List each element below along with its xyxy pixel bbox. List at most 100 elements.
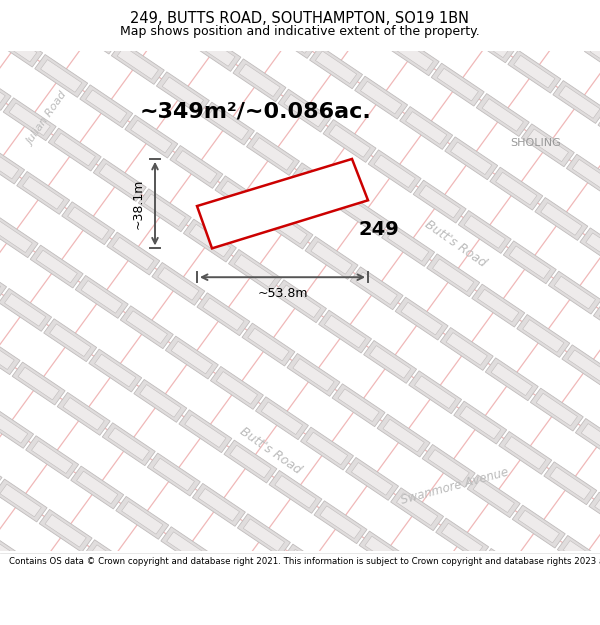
Polygon shape xyxy=(68,207,109,239)
Polygon shape xyxy=(544,462,597,504)
Polygon shape xyxy=(491,363,532,396)
Polygon shape xyxy=(108,428,149,461)
Polygon shape xyxy=(332,384,385,427)
Polygon shape xyxy=(53,583,106,625)
Polygon shape xyxy=(13,558,55,591)
Polygon shape xyxy=(224,440,277,483)
Polygon shape xyxy=(0,484,41,517)
Text: Butt's Road: Butt's Road xyxy=(422,217,488,269)
Polygon shape xyxy=(157,72,209,115)
Polygon shape xyxy=(107,232,160,275)
Polygon shape xyxy=(266,211,307,244)
Polygon shape xyxy=(334,579,374,612)
Polygon shape xyxy=(274,280,326,322)
Polygon shape xyxy=(458,211,511,253)
Polygon shape xyxy=(562,345,600,388)
Polygon shape xyxy=(121,306,173,349)
Polygon shape xyxy=(122,501,163,534)
Polygon shape xyxy=(50,324,91,356)
Polygon shape xyxy=(54,133,95,166)
Polygon shape xyxy=(575,419,600,461)
Polygon shape xyxy=(170,146,223,188)
Polygon shape xyxy=(131,120,172,153)
Polygon shape xyxy=(0,220,32,253)
Polygon shape xyxy=(271,21,311,53)
Polygon shape xyxy=(89,349,142,392)
Polygon shape xyxy=(419,186,460,218)
Polygon shape xyxy=(598,111,600,154)
Polygon shape xyxy=(140,384,181,417)
Polygon shape xyxy=(27,0,68,19)
Polygon shape xyxy=(323,119,376,162)
Polygon shape xyxy=(84,540,137,582)
Polygon shape xyxy=(256,397,308,439)
Polygon shape xyxy=(144,194,185,226)
Polygon shape xyxy=(188,29,241,71)
Polygon shape xyxy=(30,245,83,288)
Text: 249: 249 xyxy=(358,219,399,239)
Polygon shape xyxy=(18,368,59,400)
Polygon shape xyxy=(202,102,254,145)
Polygon shape xyxy=(48,128,101,171)
Text: Contains OS data © Crown copyright and database right 2021. This information is : Contains OS data © Crown copyright and d… xyxy=(9,557,600,566)
Polygon shape xyxy=(397,493,438,526)
Polygon shape xyxy=(292,163,344,206)
Polygon shape xyxy=(536,393,577,426)
Polygon shape xyxy=(481,549,533,591)
Polygon shape xyxy=(305,236,358,279)
Polygon shape xyxy=(102,422,155,466)
Polygon shape xyxy=(9,103,50,136)
Polygon shape xyxy=(158,268,199,300)
Polygon shape xyxy=(445,137,498,180)
Polygon shape xyxy=(346,458,398,501)
Polygon shape xyxy=(0,449,2,492)
Polygon shape xyxy=(482,99,523,131)
Polygon shape xyxy=(499,431,552,474)
Polygon shape xyxy=(99,164,140,196)
Polygon shape xyxy=(239,64,280,97)
Polygon shape xyxy=(559,86,600,118)
Polygon shape xyxy=(530,388,583,431)
Polygon shape xyxy=(72,16,113,49)
Polygon shape xyxy=(365,536,406,569)
Polygon shape xyxy=(523,319,564,352)
Polygon shape xyxy=(359,531,412,574)
Polygon shape xyxy=(500,0,541,14)
Polygon shape xyxy=(0,72,5,105)
Polygon shape xyxy=(0,24,43,67)
Polygon shape xyxy=(283,544,335,587)
Polygon shape xyxy=(518,510,559,543)
Polygon shape xyxy=(220,0,272,28)
Polygon shape xyxy=(284,94,325,127)
Polygon shape xyxy=(280,285,320,318)
Polygon shape xyxy=(328,574,380,618)
Polygon shape xyxy=(548,271,600,314)
Polygon shape xyxy=(212,562,253,595)
Polygon shape xyxy=(581,424,600,456)
Polygon shape xyxy=(179,410,232,452)
Polygon shape xyxy=(152,262,205,306)
Polygon shape xyxy=(382,224,434,266)
Polygon shape xyxy=(26,436,79,479)
Polygon shape xyxy=(368,150,421,192)
Polygon shape xyxy=(307,432,347,465)
Polygon shape xyxy=(310,46,362,89)
Polygon shape xyxy=(112,41,164,84)
Polygon shape xyxy=(410,567,451,599)
Polygon shape xyxy=(350,267,403,310)
Polygon shape xyxy=(325,315,365,348)
Polygon shape xyxy=(451,142,492,174)
Polygon shape xyxy=(41,59,82,92)
Polygon shape xyxy=(63,398,104,430)
Polygon shape xyxy=(0,146,19,179)
Polygon shape xyxy=(262,402,302,434)
Polygon shape xyxy=(401,302,442,335)
Polygon shape xyxy=(67,11,119,54)
Polygon shape xyxy=(139,189,191,232)
Polygon shape xyxy=(329,124,370,158)
Polygon shape xyxy=(509,246,550,279)
Polygon shape xyxy=(0,68,11,111)
Polygon shape xyxy=(314,501,367,544)
Polygon shape xyxy=(242,323,295,366)
Polygon shape xyxy=(508,50,561,93)
